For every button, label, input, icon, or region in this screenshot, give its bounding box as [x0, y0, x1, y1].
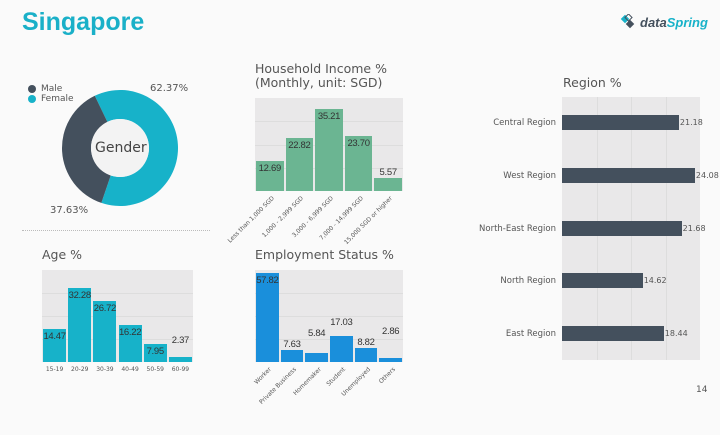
male-slice: [62, 95, 111, 203]
employment-bar-label: 17.03: [330, 317, 353, 329]
female-pct: 62.37%: [150, 83, 189, 94]
employment-bar: [280, 350, 304, 362]
employment-gridline: [255, 339, 403, 340]
employment-bar: [256, 273, 279, 362]
region-category-label: North Region: [500, 276, 556, 287]
region-bar: [562, 167, 695, 183]
age-bar: [118, 324, 142, 362]
age-tick-label: 40-49: [121, 366, 139, 373]
employment-gridline: [255, 293, 403, 294]
region-title: Region %: [563, 75, 622, 90]
logo-icon: [620, 14, 635, 29]
employment-title: Employment Status %: [255, 247, 394, 262]
region-bar-label: 24.08: [695, 170, 719, 180]
age-gridline: [42, 316, 193, 317]
age-bar-label: 7.95: [146, 345, 165, 357]
income-bar: [285, 137, 314, 191]
income-bar-label: 35.21: [317, 111, 341, 123]
region-bar-label: 21.68: [682, 223, 706, 233]
age-bar: [168, 356, 192, 362]
legend-male: Male: [28, 84, 74, 94]
gender-donut: [62, 90, 178, 207]
age-tick-label: 20-29: [71, 366, 89, 373]
income-bar: [256, 161, 284, 191]
employment-bar-label: 57.82: [256, 275, 279, 287]
income-title: Household Income % (Monthly, unit: SGD): [255, 61, 387, 90]
employment-bar-label: 2.86: [382, 326, 400, 338]
income-bar-label: 23.70: [347, 137, 370, 149]
region-bar-label: 21.18: [679, 118, 703, 128]
region-category-label: East Region: [505, 328, 556, 339]
age-gridline: [42, 339, 193, 340]
region-bar: [562, 220, 682, 236]
region-bar: [562, 273, 643, 289]
age-bar-label: 2.37: [171, 334, 190, 346]
gender-center-label: Gender: [95, 140, 147, 156]
employment-bar-label: 5.84: [308, 328, 326, 340]
page-title: Singapore: [22, 8, 145, 36]
female-slice: [94, 90, 178, 207]
region-bar: [562, 115, 679, 131]
income-bar-label: 5.57: [379, 167, 398, 179]
age-bar-label: 26.72: [93, 302, 117, 314]
age-bar: [93, 300, 117, 362]
age-bar-label: 16.22: [118, 326, 142, 338]
region-bar-label: 18.44: [664, 328, 688, 338]
logo-text-data: data: [640, 14, 667, 30]
logo-text-spring: Spring: [666, 14, 708, 30]
age-tick-label: 50-59: [146, 366, 164, 373]
region-category-label: North-East Region: [479, 223, 556, 234]
age-bar-label: 32.28: [68, 289, 92, 301]
female-swatch: [28, 95, 36, 103]
employment-bar-label: 8.82: [357, 337, 375, 349]
income-bar: [315, 109, 343, 191]
divider: [22, 230, 210, 231]
income-bar: [374, 178, 402, 191]
income-bar-label: 12.69: [258, 163, 282, 175]
employment-bar: [330, 335, 353, 362]
income-bar-label: 22.82: [288, 139, 311, 151]
age-bar-label: 14.47: [43, 330, 66, 342]
age-bar: [68, 287, 92, 362]
male-pct: 37.63%: [50, 205, 89, 216]
donut-hole: [91, 119, 149, 177]
age-tick-label: 30-39: [96, 366, 114, 373]
income-bar: [344, 135, 373, 191]
age-tick-label: 15-19: [45, 366, 64, 373]
page-number: 14: [696, 385, 708, 395]
gender-legend: Male Female: [28, 84, 74, 104]
age-title: Age %: [42, 247, 83, 262]
male-swatch: [28, 85, 36, 93]
employment-bar: [305, 353, 328, 362]
age-tick-label: 60-99: [171, 366, 190, 373]
age-bar: [143, 343, 167, 362]
employment-gridline: [255, 316, 403, 317]
region-category-label: West Region: [503, 170, 556, 181]
employment-bar: [379, 357, 402, 362]
region-bar-label: 14.62: [643, 276, 667, 286]
age-gridline: [42, 293, 193, 294]
region-bar: [562, 325, 664, 341]
age-bar: [43, 328, 67, 362]
logo: dataSpring: [620, 14, 708, 30]
employment-bar: [354, 348, 378, 362]
region-category-label: Central Region: [493, 118, 556, 129]
employment-bar-label: 7.63: [283, 339, 301, 351]
legend-female: Female: [28, 94, 74, 104]
